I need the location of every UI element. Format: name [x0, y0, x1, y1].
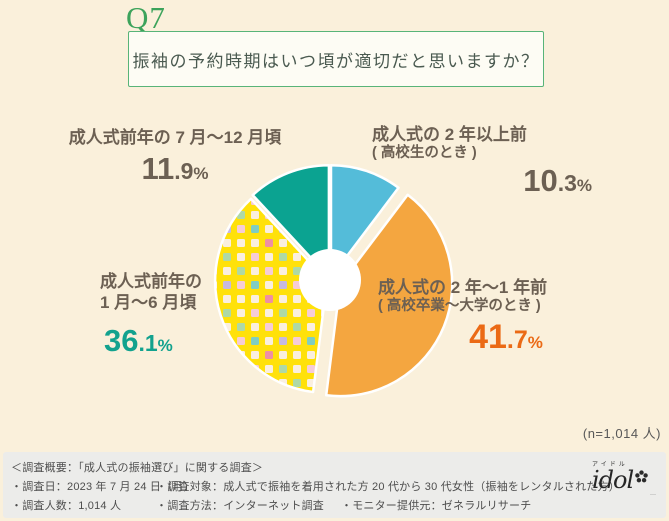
slice-label-subtext: ( 高校卒業〜大学のとき )	[378, 298, 541, 314]
survey-target: ・調査対象：成人式で振袖を着用された方 20 代から 30 代女性（振袖をレンタ…	[156, 481, 620, 493]
pie-slices	[214, 163, 454, 398]
slice-percent: 41.7%	[469, 318, 543, 356]
pie-slice	[324, 193, 454, 398]
slice-label-2-to-1-years: 成人式の 2 年〜1 年前 ( 高校卒業〜大学のとき ) 41.7%	[378, 277, 606, 354]
survey-method: ・調査方法：インターネット調査	[156, 500, 324, 512]
slice-percent: 11.9%	[141, 151, 209, 186]
question-box: 振袖の予約時期はいつ頃が適切だと思いますか？	[128, 31, 544, 87]
question-title: 振袖の予約時期はいつ頃が適切だと思いますか？	[132, 51, 540, 71]
survey-monitor: ・モニター提供元：ゼネラルリサーチ	[341, 500, 532, 512]
pie-slice	[251, 163, 331, 279]
brand-tagline: ···	[650, 492, 656, 498]
survey-date: ・調査日：2023 年 7 月 24 日（月）	[11, 481, 195, 493]
brand-name: idol	[592, 466, 634, 494]
slice-label-text: 成人式の 2 年〜1 年前	[378, 278, 548, 297]
pie-slice	[329, 163, 400, 279]
slice-percent: 36.1%	[104, 323, 173, 358]
slice-label-text: 成人式前年の 7 月〜12 月頃	[68, 128, 282, 147]
brand-logo: アイドル idol ···	[592, 459, 656, 498]
slice-label-2plus-years: 成人式の 2 年以上前 ( 高校生のとき ) 10.3%	[372, 124, 604, 196]
survey-footer: ＜調査概要：「成人式の振袖選び」に関する調査＞ ・調査日：2023 年 7 月 …	[3, 452, 666, 518]
flower-icon	[635, 470, 648, 483]
sample-size-label: (n=1,014 人)	[582, 426, 661, 441]
pie-chart	[214, 163, 454, 398]
slice-percent: 10.3%	[523, 163, 592, 198]
pie-slice	[214, 197, 329, 394]
survey-count: ・調査人数：1,014 人	[11, 500, 122, 512]
brand-kana: アイドル	[592, 462, 628, 468]
survey-overview-title: ＜調査概要：「成人式の振袖選び」に関する調査＞	[11, 462, 264, 474]
slice-label-text: 成人式前年の 1 月〜6 月頃	[100, 272, 202, 312]
slice-label-text: 成人式の 2 年以上前	[372, 125, 527, 144]
donut-hole	[299, 249, 361, 311]
slice-label-prev-year-jan-jun: 成人式前年の 1 月〜6 月頃 36.1%	[100, 271, 240, 356]
question-number: Q7	[126, 0, 166, 35]
slice-label-prev-year-jul-dec: 成人式前年の 7 月〜12 月頃 11.9%	[30, 127, 320, 184]
slice-label-subtext: ( 高校生のとき )	[372, 145, 477, 161]
